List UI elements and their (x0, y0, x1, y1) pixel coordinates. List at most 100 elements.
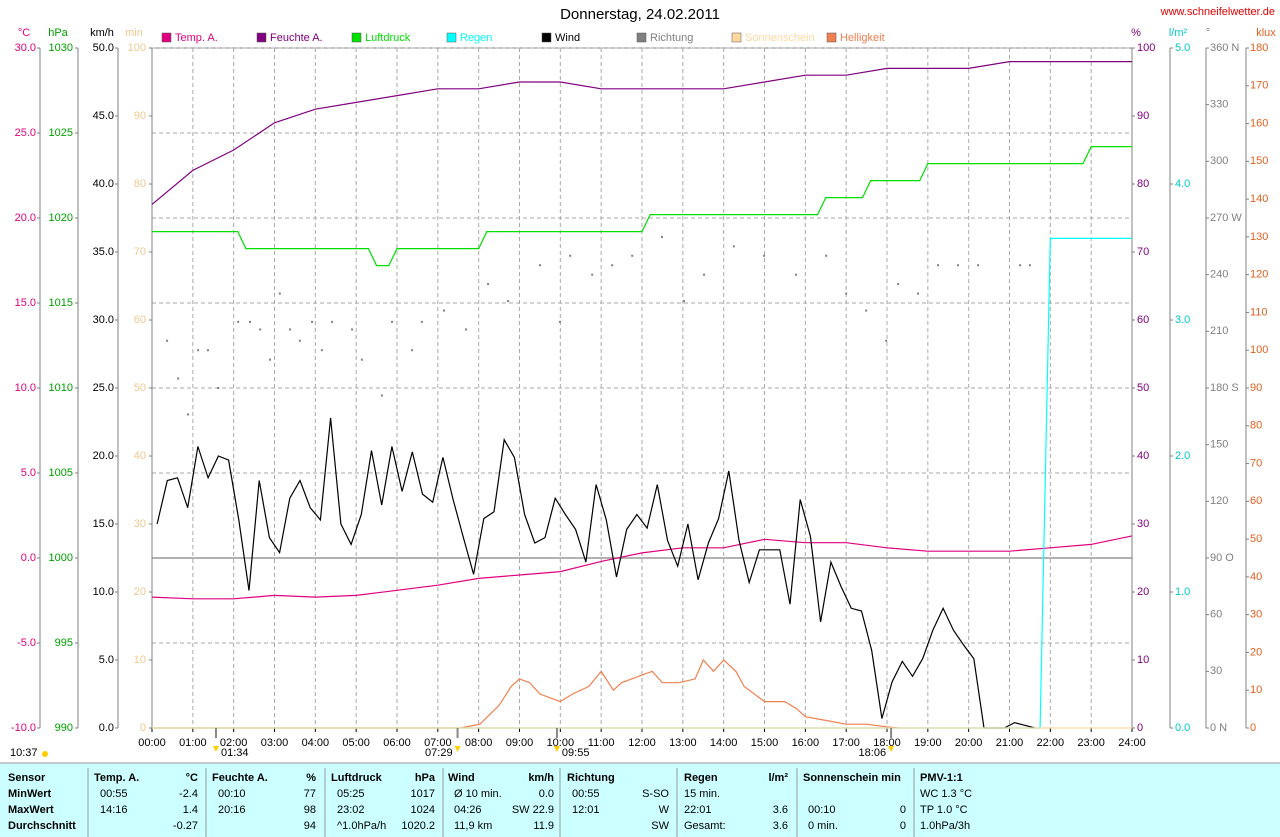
y-tick-label: 10.0 (93, 586, 114, 598)
table-cell: 0 (900, 804, 906, 816)
x-tick-label: 23:00 (1077, 737, 1105, 749)
direction-dot (217, 387, 220, 389)
sun-icon (42, 751, 48, 757)
y-tick-label: 10 (1137, 654, 1149, 666)
table-cell: TP 1.0 °C (920, 804, 968, 816)
axis-unit: ° (1206, 27, 1210, 39)
table-cell: SW (651, 820, 669, 832)
annotation: 07:29 (425, 747, 453, 759)
legend-swatch (541, 32, 552, 43)
y-tick-label: 5.0 (99, 654, 114, 666)
y-tick-label: 0 (140, 722, 146, 734)
direction-dot (420, 320, 423, 323)
y-tick-label: 170 (1250, 80, 1268, 92)
y-tick-label: 90 (134, 110, 146, 122)
y-tick-label: 0.0 (1175, 722, 1190, 734)
series-line (152, 658, 900, 729)
direction-dot (1019, 264, 1022, 267)
x-tick-label: 24:00 (1118, 737, 1146, 749)
y-tick-label: 0.0 (21, 552, 36, 564)
x-tick-label: 12:00 (628, 737, 656, 749)
table-cell: 11,9 km (454, 820, 492, 832)
direction-dot (703, 273, 706, 276)
y-tick-label: -10.0 (11, 722, 36, 734)
y-tick-label: 30 (1210, 665, 1222, 677)
table-cell: Gesamt: (684, 820, 726, 832)
direction-dot (825, 254, 828, 257)
table-header: Sonnenschein min (803, 772, 901, 784)
y-tick-label: 270 W (1210, 212, 1242, 224)
y-tick-label: 90 O (1210, 552, 1234, 564)
y-tick-label: 180 (1250, 42, 1268, 54)
y-tick-label: 300 (1210, 155, 1228, 167)
table-cell: 98 (304, 804, 316, 816)
legend-label: Helligkeit (840, 32, 885, 44)
axis-unit: km/h (90, 27, 114, 39)
table-header: Temp. A. (94, 772, 139, 784)
axis-unit: °C (18, 27, 30, 39)
y-tick-label: 990 (55, 722, 73, 734)
x-tick-label: 21:00 (996, 737, 1024, 749)
direction-dot (259, 328, 262, 331)
table-cell: 77 (304, 788, 316, 800)
y-tick-label: 1020 (49, 212, 73, 224)
direction-dot (237, 320, 240, 323)
table-header: Luftdruck (331, 772, 383, 784)
y-tick-label: 80 (134, 178, 146, 190)
legend-swatch (351, 32, 362, 43)
series-line (156, 417, 1036, 729)
direction-dot (1028, 264, 1031, 267)
table-cell: 3.6 (773, 804, 788, 816)
table-cell: S-SO (642, 788, 669, 800)
table-cell: 1020.2 (401, 820, 435, 832)
x-tick-label: 05:00 (342, 737, 370, 749)
table-header: °C (186, 772, 198, 784)
y-tick-label: 330 (1210, 99, 1228, 111)
legend-swatch (636, 32, 647, 43)
y-tick-label: 60 (1137, 314, 1149, 326)
direction-dot (591, 273, 594, 276)
annotation: 09:55 (562, 747, 590, 759)
legend-label: Wind (555, 32, 580, 44)
annotation: 10:37 (10, 747, 38, 759)
legend-label: Temp. A. (175, 32, 218, 44)
table-cell: Ø 10 min. (454, 788, 502, 800)
table-cell: SW 22.9 (512, 804, 554, 816)
table-cell: 00:55 (100, 788, 128, 800)
y-tick-label: 210 (1210, 325, 1228, 337)
y-tick-label: 30 (1137, 518, 1149, 530)
direction-dot (278, 292, 281, 295)
y-tick-label: 30 (134, 518, 146, 530)
legend-label: Regen (460, 32, 492, 44)
axis-unit: min (125, 27, 143, 39)
direction-dot (289, 328, 292, 331)
y-tick-label: 0 N (1210, 722, 1227, 734)
direction-dot (331, 320, 334, 323)
y-tick-label: 995 (55, 637, 73, 649)
direction-dot (269, 358, 272, 361)
y-tick-label: 10 (134, 654, 146, 666)
direction-dot (977, 264, 980, 267)
table-cell: 00:10 (808, 804, 836, 816)
y-tick-label: 15.0 (15, 297, 36, 309)
annotation-arrow (553, 746, 560, 752)
y-tick-label: 100 (1137, 42, 1155, 54)
y-tick-label: 1.0 (1175, 586, 1190, 598)
y-tick-label: 1000 (49, 552, 73, 564)
y-tick-label: 140 (1250, 193, 1268, 205)
annotation: 18:06 (859, 747, 887, 759)
y-tick-label: 20 (134, 586, 146, 598)
direction-dot (763, 254, 766, 257)
x-tick-label: 17:00 (832, 737, 860, 749)
direction-dot (197, 349, 200, 352)
axis-unit: % (1131, 27, 1141, 39)
table-cell: 04:26 (454, 804, 482, 816)
direction-dot (917, 292, 920, 295)
direction-dot (732, 245, 735, 248)
x-tick-label: 10:00 (547, 737, 575, 749)
y-tick-label: 180 S (1210, 382, 1239, 394)
direction-dot (465, 328, 468, 331)
table-cell: 12:01 (572, 804, 600, 816)
y-tick-label: 1010 (49, 382, 73, 394)
y-tick-label: 50.0 (93, 42, 114, 54)
